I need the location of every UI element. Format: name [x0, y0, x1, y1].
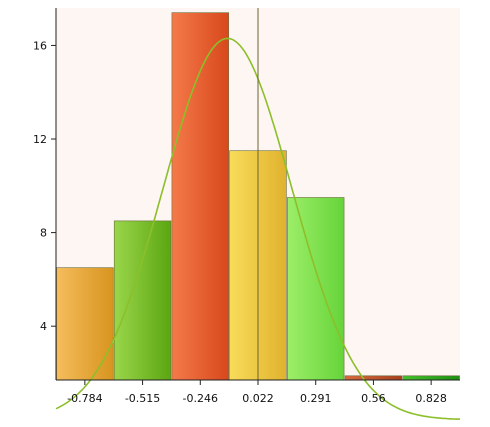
x-tick-label: 0.828	[415, 392, 447, 405]
bar-0.56	[344, 375, 403, 381]
x-tick-label: -0.515	[125, 392, 160, 405]
x-ticks: -0.784 -0.515 -0.246 0.022 0.291 0.56 0.828	[67, 380, 447, 405]
bar-0.291	[287, 197, 345, 381]
x-tick-label: -0.784	[67, 392, 102, 405]
bar--0.246	[171, 12, 229, 381]
y-tick-label: 12	[33, 133, 47, 146]
y-ticks: 4 8 12 16	[33, 39, 56, 333]
bar--0.515	[113, 220, 172, 381]
y-tick-label: 4	[40, 320, 47, 333]
y-tick-label: 16	[33, 39, 47, 52]
bar-0.828	[402, 375, 460, 381]
y-tick-label: 8	[40, 227, 47, 240]
x-tick-label: 0.291	[300, 392, 332, 405]
x-tick-label: -0.246	[183, 392, 218, 405]
x-tick-label: 0.022	[242, 392, 274, 405]
bar--0.784	[56, 267, 114, 381]
x-tick-label: 0.56	[361, 392, 386, 405]
